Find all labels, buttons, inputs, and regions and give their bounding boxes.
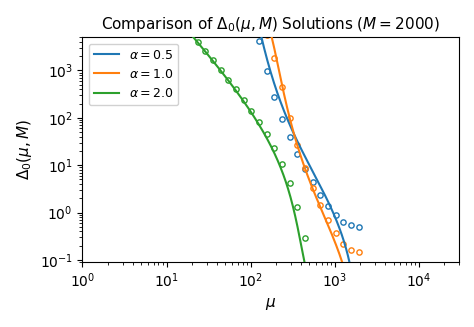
Line: $\alpha = 2.0$: $\alpha = 2.0$	[82, 0, 360, 327]
$\alpha = 0.5$	[344, 250, 350, 253]
Y-axis label: $\Delta_0(\mu, M)$: $\Delta_0(\mu, M)$	[15, 119, 34, 180]
$\alpha = 0.5$	[293, 137, 299, 141]
$\alpha = 0.5$	[262, 48, 267, 52]
Legend: $\alpha = 0.5$, $\alpha = 1.0$, $\alpha = 2.0$: $\alpha = 0.5$, $\alpha = 1.0$, $\alpha …	[89, 43, 178, 105]
Line: $\alpha = 0.5$: $\alpha = 0.5$	[82, 0, 360, 327]
$\alpha = 1.0$	[262, 9, 267, 13]
$\alpha = 1.0$	[324, 220, 329, 224]
Line: $\alpha = 1.0$: $\alpha = 1.0$	[82, 0, 360, 327]
Title: Comparison of $\Delta_0(\mu, M)$ Solutions ($M = 2000$): Comparison of $\Delta_0(\mu, M)$ Solutio…	[101, 15, 440, 34]
$\alpha = 2.0$	[262, 132, 267, 136]
X-axis label: $\mu$: $\mu$	[265, 296, 276, 312]
$\alpha = 1.0$	[344, 276, 350, 280]
$\alpha = 0.5$	[324, 197, 329, 201]
$\alpha = 1.0$	[293, 139, 299, 143]
$\alpha = 2.0$	[293, 218, 299, 222]
